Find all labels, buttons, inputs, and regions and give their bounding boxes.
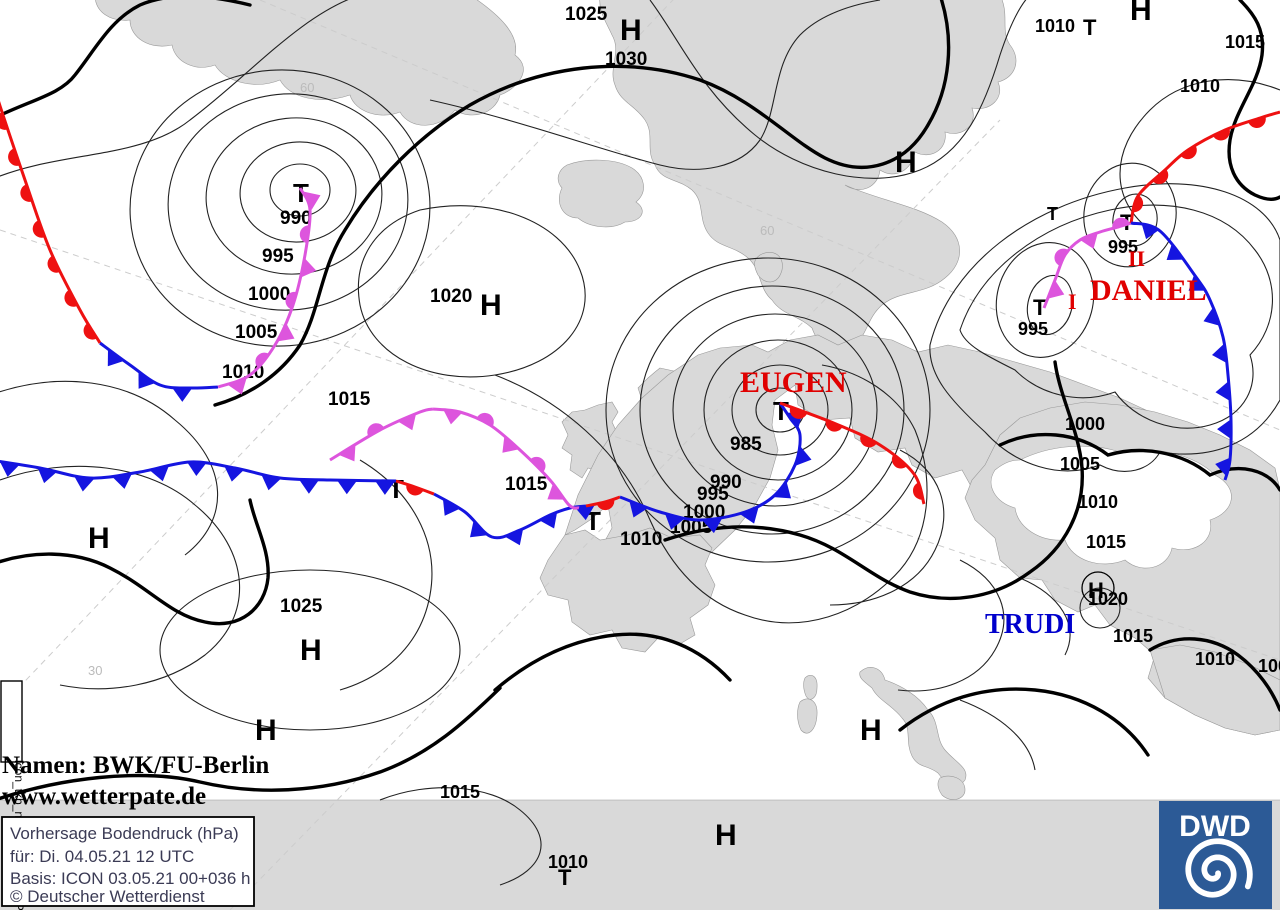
svg-text:H: H	[1130, 0, 1152, 27]
svg-text:1010: 1010	[1180, 76, 1220, 96]
svg-text:995: 995	[1018, 319, 1048, 339]
svg-text:1015: 1015	[1113, 626, 1153, 646]
svg-text:T: T	[1047, 204, 1058, 224]
svg-text:DWD: DWD	[1179, 810, 1251, 843]
svg-text:1005: 1005	[1060, 454, 1100, 474]
svg-text:H: H	[255, 714, 277, 747]
svg-text:30: 30	[88, 663, 102, 678]
svg-text:1015: 1015	[328, 389, 371, 410]
svg-text:H: H	[620, 14, 642, 47]
svg-text:995: 995	[262, 246, 294, 267]
svg-text:1000: 1000	[248, 284, 290, 305]
svg-text:I: I	[1068, 289, 1077, 314]
svg-text:für: Di. 04.05.21 12 UTC: für: Di. 04.05.21 12 UTC	[10, 847, 194, 866]
svg-text:T: T	[388, 474, 404, 504]
svg-text:985: 985	[730, 434, 762, 455]
svg-text:1010: 1010	[1195, 649, 1235, 669]
svg-text:1020: 1020	[430, 286, 472, 307]
svg-text:H: H	[1088, 578, 1104, 603]
svg-text:DANIEL: DANIEL	[1090, 274, 1207, 307]
svg-text:60: 60	[300, 80, 314, 95]
svg-text:1005: 1005	[1258, 656, 1280, 676]
svg-text:1005: 1005	[235, 322, 278, 343]
svg-text:1015: 1015	[505, 474, 548, 495]
svg-text:www.wetterpate.de: www.wetterpate.de	[2, 783, 206, 810]
svg-text:1000: 1000	[1065, 414, 1105, 434]
svg-text:H: H	[895, 146, 917, 179]
svg-text:60: 60	[760, 223, 774, 238]
svg-text:Namen: BWK/FU-Berlin: Namen: BWK/FU-Berlin	[2, 752, 269, 779]
svg-text:1015: 1015	[1086, 532, 1126, 552]
svg-text:1015: 1015	[1225, 32, 1265, 52]
svg-text:Basis: ICON 03.05.21 00+036 h: Basis: ICON 03.05.21 00+036 h	[10, 869, 251, 888]
svg-text:H: H	[300, 634, 322, 667]
svg-text:H: H	[715, 819, 737, 852]
svg-text:H: H	[860, 714, 882, 747]
svg-text:II: II	[1128, 246, 1145, 271]
svg-text:1010: 1010	[1035, 16, 1075, 36]
svg-text:Vorhersage Bodendruck (hPa): Vorhersage Bodendruck (hPa)	[10, 824, 239, 843]
svg-text:EUGEN: EUGEN	[740, 366, 847, 399]
svg-text:1010: 1010	[1078, 492, 1118, 512]
svg-text:1030: 1030	[605, 49, 647, 70]
svg-text:H: H	[480, 289, 502, 322]
svg-text:1010: 1010	[620, 529, 662, 550]
svg-text:1025: 1025	[565, 4, 608, 25]
svg-text:1025: 1025	[280, 596, 323, 617]
svg-text:1015: 1015	[440, 782, 480, 802]
svg-text:TRUDI: TRUDI	[985, 609, 1075, 640]
svg-text:H: H	[88, 522, 110, 555]
svg-text:T: T	[558, 865, 572, 890]
svg-text:T: T	[1083, 15, 1097, 40]
svg-text:© Deutscher Wetterdienst: © Deutscher Wetterdienst	[10, 887, 205, 906]
